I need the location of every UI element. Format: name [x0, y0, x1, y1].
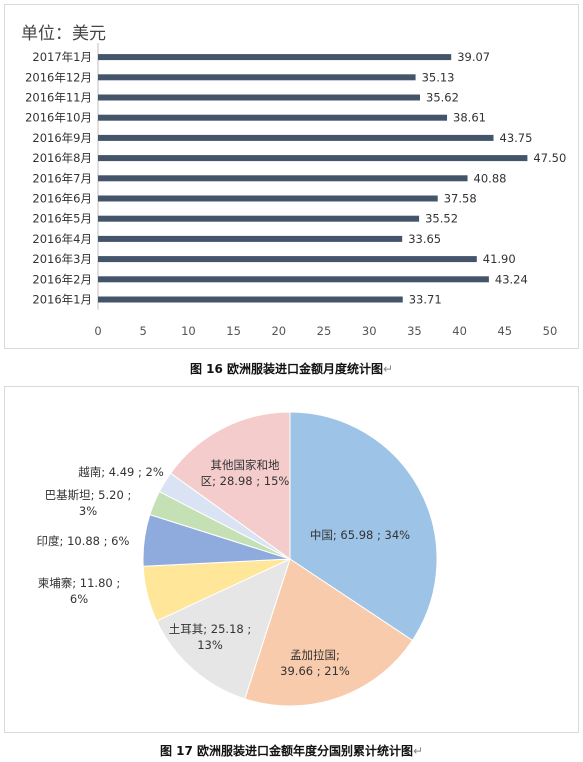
pie-slice [244, 558, 414, 707]
category-label: 2016年8月 [32, 151, 92, 165]
category-label: 2016年6月 [32, 192, 92, 206]
category-label: 2016年9月 [32, 131, 92, 145]
slice-label: 柬埔寨; 11.80 ; [38, 576, 120, 590]
bar [98, 235, 403, 242]
bar [98, 134, 494, 141]
bar [98, 74, 416, 81]
unit-label: 单位：美元 [21, 24, 106, 44]
category-label: 2016年1月 [32, 293, 92, 307]
slice-label: 39.66 ; 21% [280, 664, 350, 678]
figure-17-caption: 图 17 欧洲服装进口金额年度分国别累计统计图↵ [0, 742, 583, 759]
bar [98, 195, 438, 202]
x-tick-label: 45 [497, 324, 512, 338]
x-tick-label: 0 [94, 324, 101, 338]
x-tick-label: 30 [362, 324, 377, 338]
value-label: 41.90 [483, 252, 516, 266]
x-tick-label: 10 [181, 324, 196, 338]
x-tick-label: 40 [452, 324, 467, 338]
slice-label: 土耳其; 25.18 ; [169, 622, 251, 636]
slice-label: 3% [79, 504, 97, 518]
value-label: 43.75 [500, 131, 533, 145]
value-label: 43.24 [495, 272, 528, 286]
slice-label: 孟加拉国; [290, 648, 340, 662]
value-label: 37.58 [444, 192, 477, 206]
value-label: 35.13 [422, 70, 455, 84]
value-label: 35.62 [426, 91, 459, 105]
category-label: 2016年3月 [32, 252, 92, 266]
slice-label: 其他国家和地 [211, 458, 280, 472]
bar [98, 296, 403, 303]
x-tick-label: 50 [543, 324, 558, 338]
return-mark: ↵ [383, 362, 394, 376]
bar [98, 94, 421, 101]
bar [98, 175, 468, 182]
pie-slice [169, 411, 291, 560]
value-label: 47.50 [533, 151, 566, 165]
value-label: 33.71 [409, 293, 442, 307]
x-tick-label: 20 [271, 324, 286, 338]
value-label: 39.07 [457, 50, 490, 64]
x-tick-label: 35 [407, 324, 422, 338]
x-tick-label: 5 [140, 324, 147, 338]
slice-label: 印度; 10.88 ; 6% [37, 534, 130, 548]
country-pie-chart: 中国; 65.98 ; 34% 孟加拉国; 39.66 ; 21% 土耳其; 25.1… [37, 411, 438, 707]
bar [98, 54, 452, 61]
value-label: 33.65 [408, 232, 441, 246]
category-label: 2016年5月 [32, 212, 92, 226]
figure-16-caption-text: 图 16 欧洲服装进口金额月度统计图 [189, 362, 383, 376]
category-label: 2016年2月 [32, 272, 92, 286]
x-tick-label: 15 [226, 324, 241, 338]
bar [98, 114, 448, 121]
x-tick-label: 25 [317, 324, 332, 338]
country-pie-chart-panel: 中国; 65.98 ; 34% 孟加拉国; 39.66 ; 21% 土耳其; 25.1… [4, 386, 579, 733]
figure-16-caption: 图 16 欧洲服装进口金额月度统计图↵ [0, 360, 583, 377]
category-label: 2016年12月 [25, 70, 92, 84]
bar [98, 155, 528, 162]
monthly-bar-chart: 2017年1月 39.07 2016年12月 35.13 2016年11月 35.62 20… [25, 43, 566, 338]
value-label: 38.61 [453, 111, 486, 125]
value-label: 35.52 [425, 212, 458, 226]
category-label: 2017年1月 [32, 50, 92, 64]
slice-label: 中国; 65.98 ; 34% [310, 528, 410, 542]
slice-label: 13% [197, 638, 223, 652]
figure-17-caption-text: 图 17 欧洲服装进口金额年度分国别累计统计图 [159, 744, 413, 758]
bar [98, 276, 489, 283]
slice-label: 6% [70, 592, 88, 606]
value-label: 40.88 [474, 171, 507, 185]
bar [98, 256, 477, 263]
slice-label: 区; 28.98 ; 15% [201, 474, 290, 488]
slice-label: 越南; 4.49 ; 2% [78, 465, 164, 479]
bar [98, 215, 420, 222]
category-label: 2016年4月 [32, 232, 92, 246]
return-mark: ↵ [413, 744, 424, 758]
category-label: 2016年7月 [32, 171, 92, 185]
pie-slice [156, 558, 291, 700]
monthly-bar-chart-panel: 单位：美元 2017年1月 39.07 2016年12月 35.13 2016年11月 3… [4, 4, 579, 349]
slice-label: 巴基斯坦; 5.20 ; [45, 488, 132, 502]
category-label: 2016年10月 [25, 111, 92, 125]
category-label: 2016年11月 [25, 91, 92, 105]
